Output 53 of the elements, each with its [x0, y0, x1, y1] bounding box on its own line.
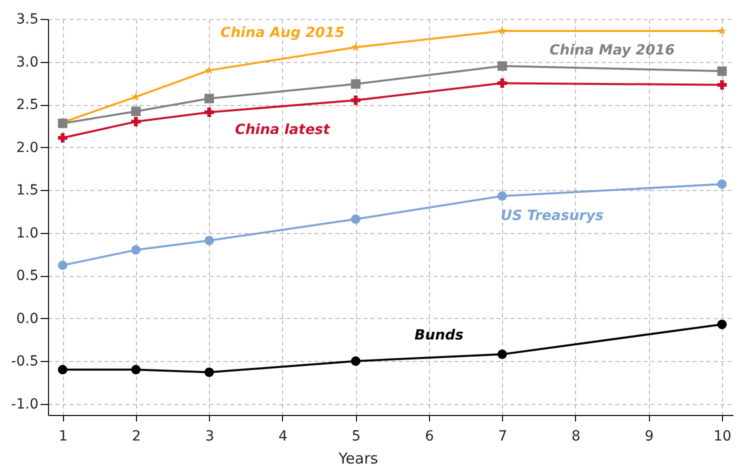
- y-tick-label: 0.5: [16, 268, 38, 284]
- y-tick-label: 0.0: [16, 310, 38, 327]
- point: [204, 94, 214, 104]
- x-tick-label: 2: [132, 428, 141, 444]
- point: [718, 26, 727, 35]
- point: [58, 364, 68, 374]
- point: [350, 214, 360, 224]
- y-tick-label: 2.0: [16, 140, 38, 156]
- series-label: China May 2016: [549, 42, 675, 59]
- y-tick-label: 1.5: [16, 182, 38, 199]
- point: [717, 80, 727, 90]
- point: [717, 320, 727, 330]
- point: [497, 191, 507, 201]
- point: [717, 66, 727, 76]
- y-tick-label: 1.0: [16, 225, 38, 242]
- point: [131, 106, 141, 116]
- y-tick-label: 3.5: [16, 12, 38, 28]
- point: [350, 96, 360, 105]
- series-label: Bunds: [414, 328, 464, 344]
- point: [131, 245, 141, 255]
- y-tick-label: -0.5: [11, 354, 38, 370]
- series-label: US Treasurys: [500, 208, 604, 224]
- x-tick-label: 7: [498, 428, 508, 444]
- y-tick-label: 2.5: [16, 97, 38, 114]
- point: [204, 66, 214, 74]
- point: [131, 364, 141, 374]
- point: [351, 42, 360, 52]
- point: [717, 179, 727, 189]
- point: [497, 78, 507, 88]
- x-axis-title: Years: [338, 450, 378, 466]
- point: [498, 26, 507, 35]
- x-tick-label: 1: [58, 428, 68, 444]
- series-label: China Aug 2015: [220, 24, 345, 41]
- point: [131, 116, 141, 126]
- point: [58, 260, 68, 270]
- point: [497, 350, 507, 360]
- x-tick-label: 5: [352, 428, 361, 444]
- point: [350, 79, 360, 89]
- x-tick-label: 8: [572, 428, 580, 444]
- series-label: China latest: [235, 122, 332, 138]
- y-tick-label: -1.0: [11, 396, 38, 412]
- y-tick-label: 3.0: [16, 54, 38, 70]
- x-tick-label: 6: [425, 428, 434, 444]
- x-tick-label: 10: [714, 428, 732, 444]
- point: [497, 61, 507, 71]
- x-tick-label: 3: [205, 428, 214, 444]
- x-tick-label: 9: [644, 428, 654, 444]
- point: [350, 356, 360, 366]
- point: [204, 107, 214, 117]
- point: [204, 236, 214, 246]
- x-tick-label: 4: [278, 428, 288, 444]
- point: [204, 368, 214, 377]
- point: [58, 133, 68, 143]
